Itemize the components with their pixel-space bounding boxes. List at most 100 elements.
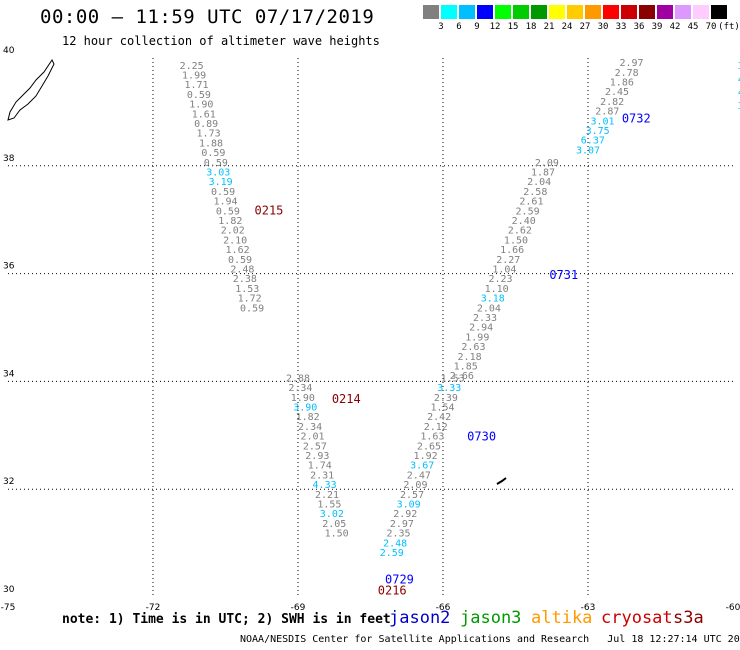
pass-label: 0729 bbox=[385, 573, 414, 587]
swh-value: 2.38 bbox=[233, 274, 257, 285]
color-swatch bbox=[477, 5, 493, 19]
swh-value: 2.02 bbox=[221, 226, 245, 237]
swh-value: 2.94 bbox=[469, 323, 493, 334]
footer-credit: NOAA/NESDIS Center for Satellite Applica… bbox=[240, 634, 740, 645]
satellite-s3a: s3a bbox=[673, 608, 704, 628]
swh-value: 2.78 bbox=[615, 68, 639, 79]
x-tick-label: -60 bbox=[726, 603, 740, 613]
swh-value: 2.21 bbox=[315, 490, 339, 501]
swh-value: 1.50 bbox=[325, 529, 349, 540]
credit-text: NOAA/NESDIS Center for Satellite Applica… bbox=[240, 634, 590, 645]
swh-value: 2.01 bbox=[300, 432, 324, 443]
swh-value: 2.63 bbox=[461, 342, 485, 353]
x-tick-label: -75 bbox=[1, 603, 16, 613]
swh-value: 2.05 bbox=[322, 519, 346, 530]
swh-value: 2.09 bbox=[403, 480, 427, 491]
swh-value: 2.62 bbox=[508, 226, 532, 237]
swh-value: 2.42 bbox=[427, 412, 451, 423]
swh-value: 1.71 bbox=[184, 80, 208, 91]
swh-value: 2.33 bbox=[473, 313, 497, 324]
color-scale-label: 9 bbox=[474, 22, 480, 32]
pass-label: 0215 bbox=[255, 203, 284, 217]
swh-value: 1.50 bbox=[504, 235, 528, 246]
color-swatch bbox=[441, 5, 457, 19]
units-note: note: 1) Time is in UTC; 2) SWH is in fe… bbox=[62, 612, 391, 627]
x-tick-label: -66 bbox=[436, 603, 451, 613]
color-swatch bbox=[585, 5, 601, 19]
swh-value: 1.99 bbox=[182, 70, 206, 81]
swh-value: 2.92 bbox=[393, 509, 417, 520]
swh-value: 1.55 bbox=[317, 500, 341, 511]
swh-value: 1.87 bbox=[531, 168, 555, 179]
color-swatch bbox=[459, 5, 475, 19]
color-swatch bbox=[531, 5, 547, 19]
swh-value: 2.87 bbox=[595, 107, 619, 118]
swh-value: 2.04 bbox=[527, 177, 551, 188]
swh-value: 2.97 bbox=[619, 58, 643, 69]
color-swatch bbox=[693, 5, 709, 19]
swh-value: 2.97 bbox=[390, 519, 414, 530]
swh-value: 2.39 bbox=[434, 393, 458, 404]
swh-value: 1.61 bbox=[192, 109, 216, 120]
swh-value: 2.31 bbox=[310, 470, 334, 481]
swh-value: 6.37 bbox=[581, 136, 605, 147]
swh-value: 2.65 bbox=[417, 441, 441, 452]
swh-value: 2.57 bbox=[303, 441, 327, 452]
x-tick-label: -63 bbox=[581, 603, 596, 613]
swh-value: 2.48 bbox=[230, 265, 254, 276]
color-scale-label: 15 bbox=[507, 22, 519, 32]
pass-label: 0214 bbox=[332, 392, 361, 406]
x-tick-label: -72 bbox=[146, 603, 161, 613]
color-swatch bbox=[549, 5, 565, 19]
y-tick-label: 38 bbox=[3, 154, 15, 164]
swh-value: 2.48 bbox=[383, 538, 407, 549]
swh-value: 1.62 bbox=[226, 245, 250, 256]
swh-value: 0.59 bbox=[240, 303, 264, 314]
swh-value: 1.10 bbox=[485, 284, 509, 295]
swh-value: 3 bbox=[738, 61, 740, 72]
color-scale-label: 45 bbox=[687, 22, 699, 32]
color-swatch bbox=[603, 5, 619, 19]
swh-value: 1.99 bbox=[465, 332, 489, 343]
swh-value: 2.35 bbox=[386, 529, 410, 540]
color-scale-label: 33 bbox=[615, 22, 627, 32]
satellite-jason3: jason3 bbox=[460, 608, 522, 628]
color-scale-label: 36 bbox=[633, 22, 645, 32]
y-tick-label: 30 bbox=[3, 585, 15, 595]
swh-value: 1.88 bbox=[199, 138, 223, 149]
swh-value: 1.63 bbox=[420, 432, 444, 443]
swh-value: 1.90 bbox=[189, 100, 213, 111]
swh-value: 2.34 bbox=[298, 422, 322, 433]
color-scale-label: 42 bbox=[669, 22, 681, 32]
swh-value: 2.61 bbox=[519, 197, 543, 208]
swh-value: 2.04 bbox=[477, 303, 501, 314]
swh-value: 3.09 bbox=[397, 500, 421, 511]
color-swatch bbox=[711, 5, 727, 19]
swh-value: 3.75 bbox=[586, 126, 610, 137]
satellite-altika: altika bbox=[531, 608, 593, 628]
swh-value: 3 bbox=[738, 101, 740, 112]
swh-value: 1.90 bbox=[291, 393, 315, 404]
color-swatch bbox=[423, 5, 439, 19]
swh-value: 0.59 bbox=[201, 148, 225, 159]
swh-value: 1.92 bbox=[414, 451, 438, 462]
color-scale-label: 30 bbox=[597, 22, 609, 32]
swh-value: 1.82 bbox=[296, 412, 320, 423]
swh-value: 2.47 bbox=[407, 470, 431, 481]
swh-value: 2.45 bbox=[605, 87, 629, 98]
coastline bbox=[7, 59, 55, 121]
y-tick-label: 36 bbox=[3, 262, 15, 272]
swh-value: 0.59 bbox=[211, 187, 235, 198]
swh-value: 3.90 bbox=[293, 403, 317, 414]
swh-value: 3.33 bbox=[437, 383, 461, 394]
swh-value: 2.10 bbox=[223, 235, 247, 246]
swh-value: 1.86 bbox=[610, 77, 634, 88]
swh-value: 2.34 bbox=[288, 383, 312, 394]
swh-value: 2.27 bbox=[496, 255, 520, 266]
swh-value: 2.59 bbox=[380, 548, 404, 559]
color-swatch bbox=[567, 5, 583, 19]
swh-value: 2.88 bbox=[286, 373, 310, 384]
swh-value: 1.94 bbox=[213, 197, 237, 208]
color-scale-label: 39 bbox=[651, 22, 663, 32]
